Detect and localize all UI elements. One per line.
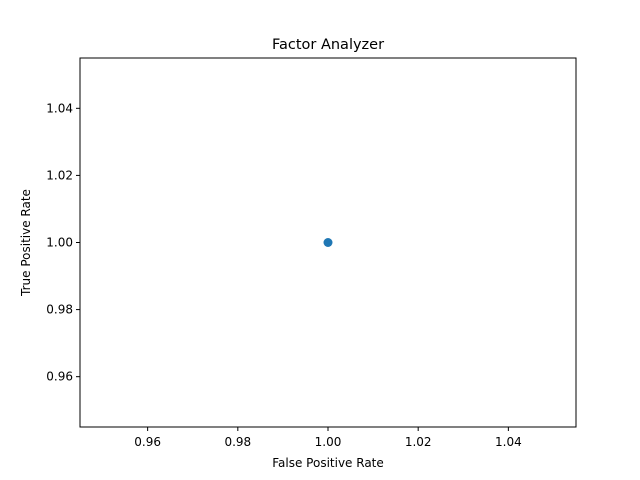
data-point — [323, 238, 333, 247]
y-tick-label: 1.00 — [46, 236, 73, 250]
x-axis-label: False Positive Rate — [272, 456, 384, 470]
y-tick-label: 1.02 — [46, 168, 73, 182]
x-tick-label: 0.96 — [134, 435, 161, 449]
x-axis: 0.96 0.98 1.00 1.02 1.04 — [134, 427, 522, 449]
y-axis: 0.96 0.98 1.00 1.02 1.04 — [46, 101, 80, 384]
y-tick-label: 0.96 — [46, 370, 73, 384]
y-tick-label: 0.98 — [46, 303, 73, 317]
x-tick-label: 1.02 — [405, 435, 432, 449]
data-points — [323, 238, 333, 247]
plot-frame — [79, 57, 577, 428]
x-tick-label: 0.98 — [224, 435, 251, 449]
y-tick-label: 1.04 — [46, 101, 73, 115]
y-axis-label: True Positive Rate — [19, 189, 33, 297]
x-tick-label: 1.00 — [315, 435, 342, 449]
chart-title: Factor Analyzer — [272, 37, 384, 53]
x-tick-label: 1.04 — [495, 435, 522, 449]
